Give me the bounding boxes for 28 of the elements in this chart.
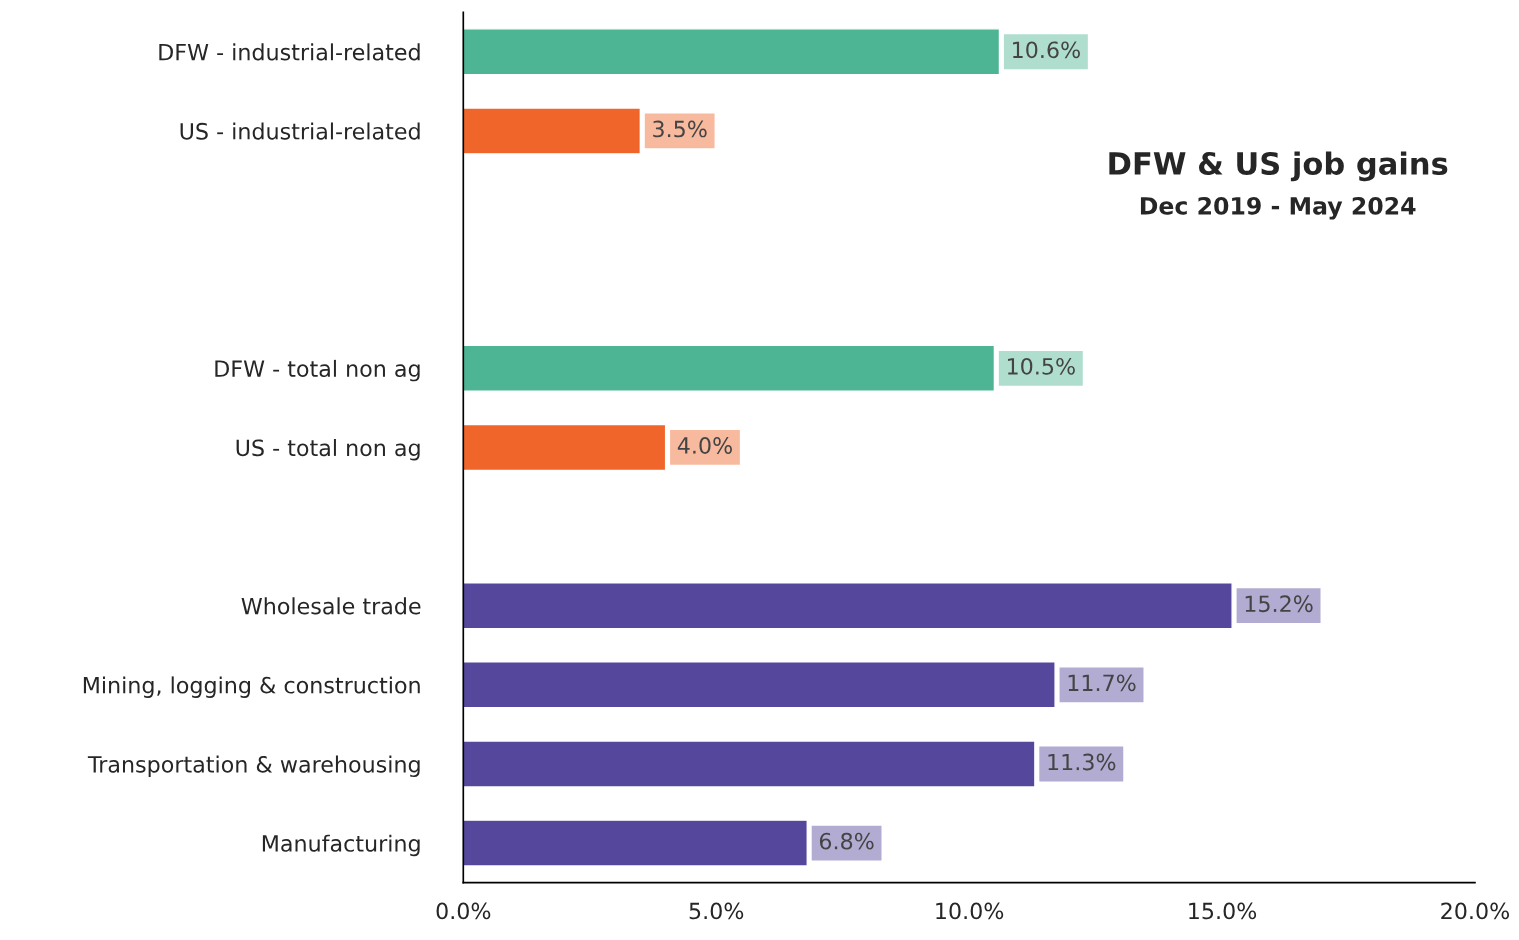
data-label: 11.7% bbox=[1068, 674, 1136, 692]
bar bbox=[463, 661, 1056, 709]
x-tick-label: 15.0% bbox=[1189, 902, 1257, 920]
text: Dec 2019 - May 2024 bbox=[1140, 196, 1416, 220]
y-tick-label: Wholesale trade bbox=[241, 597, 421, 615]
data-label: 10.6% bbox=[1013, 41, 1080, 59]
bar bbox=[463, 819, 808, 867]
data-label: 4.0% bbox=[677, 437, 732, 454]
y-tick-label: Manufacturing bbox=[262, 834, 420, 857]
data-label: 6.8% bbox=[819, 832, 874, 850]
y-tick-label: Transportation & warehousing bbox=[87, 755, 420, 778]
bar bbox=[463, 740, 1036, 788]
data-label: 15.2% bbox=[1245, 595, 1313, 613]
y-tick-label: DFW - total non ag bbox=[215, 359, 420, 382]
x-tick-label: 10.0% bbox=[936, 902, 1004, 920]
x-tick-label: 0.0% bbox=[436, 902, 491, 920]
x-tick-label: 20.0% bbox=[1441, 902, 1510, 920]
data-label: 10.5% bbox=[1007, 357, 1075, 375]
data-label: 3.5% bbox=[653, 120, 707, 138]
y-tick-label: Mining, logging & construction bbox=[83, 676, 420, 698]
text: DFW & US job gains bbox=[1109, 151, 1448, 182]
x-tick-label: 5.0% bbox=[689, 902, 744, 920]
y-tick-label: US - industrial-related bbox=[180, 122, 420, 140]
bar bbox=[463, 423, 667, 472]
data-label: 11.3% bbox=[1048, 753, 1116, 771]
y-tick-label: US - total non ag bbox=[236, 439, 420, 461]
bar bbox=[463, 582, 1233, 630]
y-tick-label: DFW - industrial-related bbox=[159, 43, 420, 61]
